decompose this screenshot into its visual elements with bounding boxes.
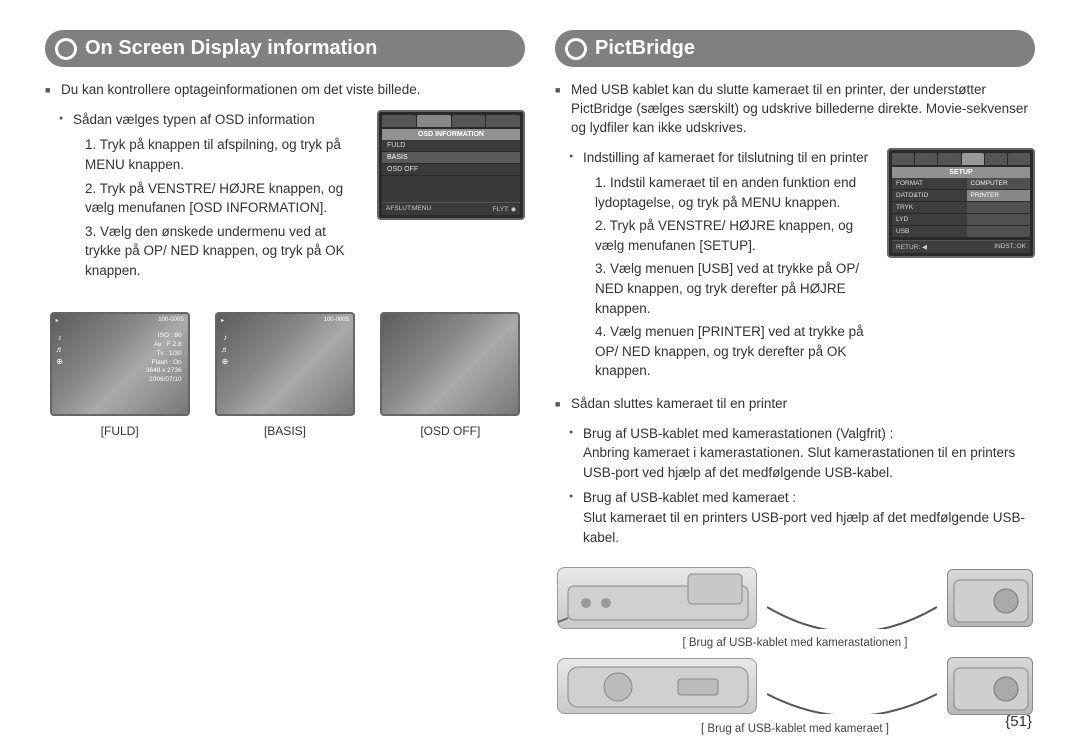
camera-illustration-1 xyxy=(947,569,1033,627)
thumb-label-off: [OSD OFF] xyxy=(376,424,525,438)
osd-menu-bottom-right: FLYT: ◆ xyxy=(493,205,516,213)
thumb-fuld-overlay: ISO : 80 Av : F 2.8 Tv : 1/30 Flash : On… xyxy=(146,332,182,385)
ov-res: 3648 x 2736 xyxy=(146,367,182,376)
osd-menu-tabs xyxy=(382,115,520,127)
osd-intro: Du kan kontrollere optageinformationen o… xyxy=(45,81,525,100)
osd-step-3-text: Vælg den ønskede undermenu ved at trykke… xyxy=(85,224,345,278)
thumb-off xyxy=(380,312,520,416)
connect-title: Sådan sluttes kameraet til en printer xyxy=(555,395,1035,414)
pictbridge-setup-text: Indstilling af kameraet for tilslutning … xyxy=(555,148,875,385)
thumb-fuld-wrap: ▸100-0005 ♪♬⊕ ISO : 80 Av : F 2.8 Tv : 1… xyxy=(45,312,194,438)
osd-menu-opt-basis: BASIS xyxy=(382,152,520,164)
osd-menu-screenshot: OSD INFORMATION FULD BASIS OSD OFF AFSLU… xyxy=(377,110,525,220)
connect-opt2: Brug af USB-kablet med kameraet : Slut k… xyxy=(555,488,1035,547)
thumb-off-wrap: [OSD OFF] xyxy=(376,312,525,438)
osd-steps: 1. Tryk på knappen til afspilning, og tr… xyxy=(45,135,365,280)
illus-caption-1: [ Brug af USB-kablet med kamerastationen… xyxy=(683,637,908,649)
pb-step-4-text: Vælg menuen [PRINTER] ved at trykke på O… xyxy=(595,324,864,378)
pb-step-1: 1. Indstil kameraet til en anden funktio… xyxy=(595,173,875,212)
pb-step-3: 3. Vælg menuen [USB] ved at trykke på OP… xyxy=(595,259,875,318)
osd-step-1-text: Tryk på knappen til afspilning, og tryk … xyxy=(85,137,341,172)
osd-howto-title: Sådan vælges typen af OSD information xyxy=(45,110,365,130)
connect-opt1: Brug af USB-kablet med kamerastationen (… xyxy=(555,424,1035,483)
osd-step-3: 3. Vælg den ønskede undermenu ved at try… xyxy=(85,222,365,281)
connect-opt2-title: Brug af USB-kablet med kameraet : xyxy=(583,490,796,505)
setup-row-lyd: LYD xyxy=(892,214,967,226)
ov-iso: ISO : 80 xyxy=(146,332,182,341)
osd-howto-text: Sådan vælges typen af OSD information 1.… xyxy=(45,110,365,285)
section-header-pictbridge: PictBridge xyxy=(555,30,1035,67)
camera-icon xyxy=(948,570,1034,628)
setup-row-format: FORMAT xyxy=(892,178,967,190)
page-number: {51} xyxy=(1005,713,1032,730)
ov-av: Av : F 2.8 xyxy=(146,341,182,350)
ov-date: 2006/07/10 xyxy=(146,376,182,385)
camera-bottom-illustration xyxy=(557,658,757,714)
pb-step-1-text: Indstil kameraet til en anden funktion e… xyxy=(595,175,856,210)
station-illustration xyxy=(557,567,757,629)
osd-menu-opt-off: OSD OFF xyxy=(382,164,520,176)
setup-val-computer: COMPUTER xyxy=(967,178,1030,190)
pb-step-3-text: Vælg menuen [USB] ved at trykke på OP/ N… xyxy=(595,261,859,315)
illus-row-station xyxy=(557,567,1033,629)
right-column: PictBridge Med USB kablet kan du slutte … xyxy=(555,30,1035,716)
thumb-basis: ▸100-0005 ♪♬⊕ xyxy=(215,312,355,416)
connect-opt2-body: Slut kameraet til en printers USB-port v… xyxy=(583,510,1025,545)
pictbridge-steps: 1. Indstil kameraet til en anden funktio… xyxy=(555,173,875,381)
thumb-label-basis: [BASIS] xyxy=(210,424,359,438)
osd-step-2-text: Tryk på VENSTRE/ HØJRE knappen, og vælg … xyxy=(85,181,343,216)
setup-row-date: DATO&TID xyxy=(892,190,967,202)
thumb-label-fuld: [FULD] xyxy=(45,424,194,438)
pb-step-2-text: Tryk på VENSTRE/ HØJRE knappen, og vælg … xyxy=(595,218,853,253)
setup-menu-screenshot: SETUP FORMATCOMPUTER DATO&TIDPRINTER TRY… xyxy=(887,148,1035,258)
pb-step-2: 2. Tryk på VENSTRE/ HØJRE knappen, og væ… xyxy=(595,216,875,255)
connect-opt1-title: Brug af USB-kablet med kamerastationen (… xyxy=(583,426,893,441)
left-column: On Screen Display information Du kan kon… xyxy=(45,30,525,716)
osd-menu-title: OSD INFORMATION xyxy=(382,129,520,140)
osd-menu-opt-fuld: FULD xyxy=(382,140,520,152)
section-header-osd: On Screen Display information xyxy=(45,30,525,67)
camera-bottom-icon xyxy=(558,659,758,715)
thumbnail-row: ▸100-0005 ♪♬⊕ ISO : 80 Av : F 2.8 Tv : 1… xyxy=(45,312,525,438)
thumb-file-2: 100-0005 xyxy=(324,317,349,324)
setup-bottom-left: RETUR: ◀ xyxy=(896,243,927,251)
setup-bottom-right: INDST.:OK xyxy=(994,243,1026,251)
thumb-fuld: ▸100-0005 ♪♬⊕ ISO : 80 Av : F 2.8 Tv : 1… xyxy=(50,312,190,416)
pictbridge-setup-title: Indstilling af kameraet for tilslutning … xyxy=(555,148,875,168)
setup-menu-tabs xyxy=(892,153,1030,165)
pictbridge-intro: Med USB kablet kan du slutte kameraet ti… xyxy=(555,81,1035,138)
osd-menu-bottom-left: AFSLUT:MENU xyxy=(386,205,431,213)
setup-val-printer: PRINTER xyxy=(967,190,1030,202)
illus-caption-2: [ Brug af USB-kablet med kameraet ] xyxy=(701,723,889,735)
thumb-file-1: 100-0005 xyxy=(158,317,183,324)
osd-step-2: 2. Tryk på VENSTRE/ HØJRE knappen, og væ… xyxy=(85,179,365,218)
station-icon xyxy=(558,568,758,630)
camera-illustration-2 xyxy=(947,657,1033,715)
osd-step-1: 1. Tryk på knappen til afspilning, og tr… xyxy=(85,135,365,174)
thumb-basis-wrap: ▸100-0005 ♪♬⊕ [BASIS] xyxy=(210,312,359,438)
illustration-area: [ Brug af USB-kablet med kamerastationen… xyxy=(555,567,1035,735)
connect-opt1-body: Anbring kameraet i kamerastationen. Slut… xyxy=(583,445,1015,480)
setup-row-tryk: TRYK xyxy=(892,202,967,214)
cable-arc-1 xyxy=(767,567,937,629)
cable-arc-2 xyxy=(767,658,937,714)
pb-step-4: 4. Vælg menuen [PRINTER] ved at trykke p… xyxy=(595,322,875,381)
pictbridge-setup-row: Indstilling af kameraet for tilslutning … xyxy=(555,148,1035,385)
illus-row-camera xyxy=(557,657,1033,715)
ov-flash: Flash : On xyxy=(146,359,182,368)
setup-menu-title: SETUP xyxy=(892,167,1030,178)
ov-tv: Tv : 1/30 xyxy=(146,350,182,359)
osd-howto-row: Sådan vælges typen af OSD information 1.… xyxy=(45,110,525,285)
setup-row-usb: USB xyxy=(892,226,967,238)
camera-icon-2 xyxy=(948,658,1034,716)
